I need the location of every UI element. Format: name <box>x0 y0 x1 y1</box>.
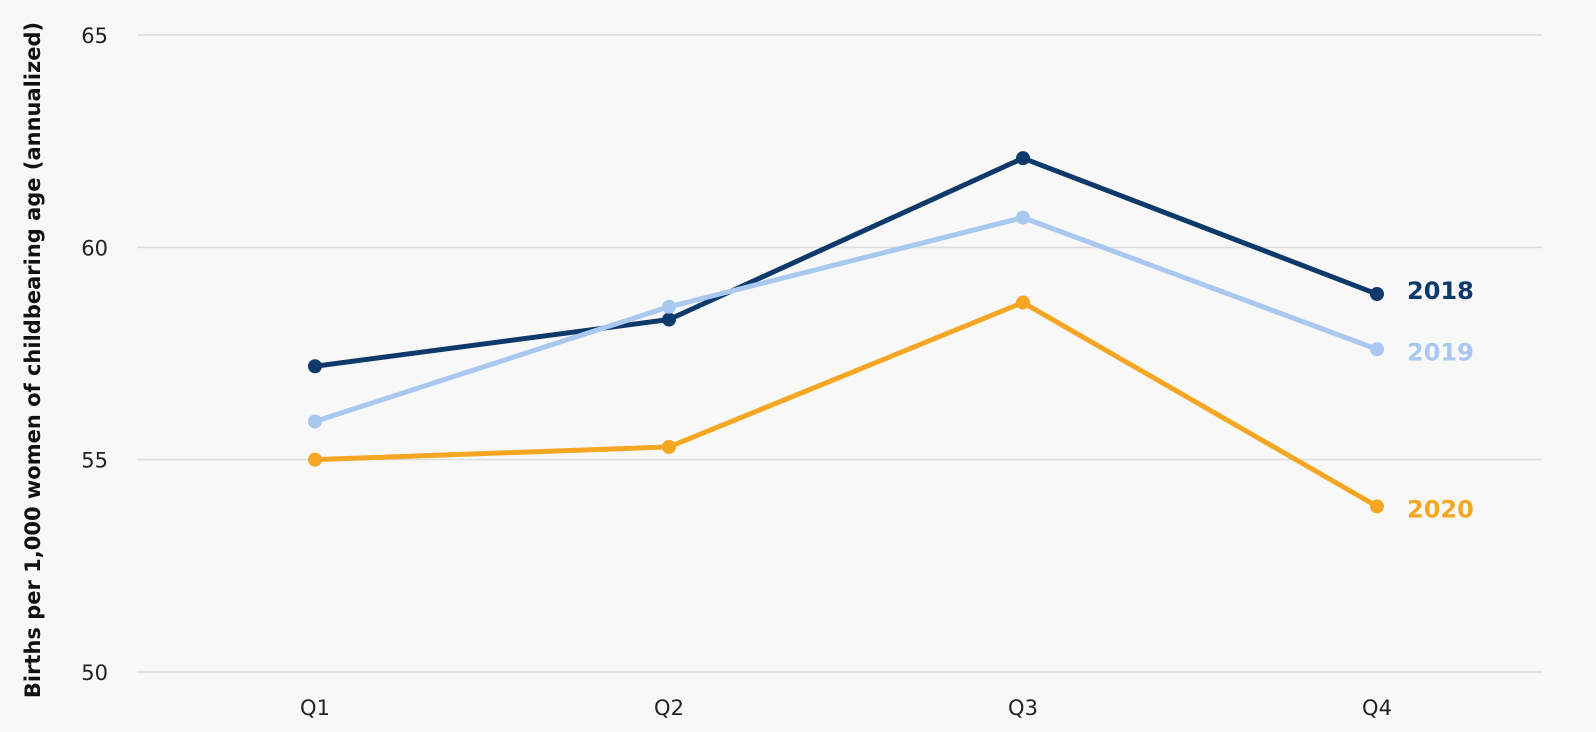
point-2018-q4 <box>1370 287 1384 302</box>
x-tick-label-q3: Q3 <box>1008 696 1038 720</box>
series-label-2019: 2019 <box>1407 338 1474 366</box>
y-tick-label-50: 50 <box>81 661 108 685</box>
y-tick-label-55: 55 <box>81 449 108 473</box>
series-line-2019 <box>312 215 1380 424</box>
gridlines <box>137 34 1542 673</box>
y-axis-ticks: 50 55 60 65 <box>81 24 108 685</box>
x-axis-ticks: Q1 Q2 Q3 Q4 <box>300 696 1392 720</box>
point-2019-q3 <box>1016 210 1030 225</box>
point-2019-q1 <box>308 414 322 429</box>
series-line-2018 <box>312 155 1380 369</box>
point-2018-q1 <box>308 359 322 374</box>
y-tick-label-65: 65 <box>81 24 108 48</box>
x-tick-label-q1: Q1 <box>300 696 330 720</box>
series-line-2020 <box>312 300 1380 509</box>
point-2019-q4 <box>1370 342 1384 357</box>
series-lines <box>308 151 1384 514</box>
point-2020-q1 <box>308 452 322 467</box>
y-axis-title: Births per 1,000 women of childbearing a… <box>21 22 45 698</box>
point-2018-q2 <box>662 312 676 327</box>
point-2018-q3 <box>1016 151 1030 166</box>
point-2020-q4 <box>1370 499 1384 514</box>
x-tick-label-q2: Q2 <box>654 696 684 720</box>
series-label-2020: 2020 <box>1407 495 1474 523</box>
series-label-2018: 2018 <box>1407 277 1474 305</box>
point-2020-q2 <box>662 439 676 454</box>
series-2020 <box>308 295 1384 514</box>
series-2019 <box>308 210 1384 429</box>
point-2019-q2 <box>662 299 676 314</box>
point-2020-q3 <box>1016 295 1030 310</box>
x-tick-label-q4: Q4 <box>1362 696 1392 720</box>
series-2018 <box>308 151 1384 374</box>
series-labels: 2018 2019 2020 <box>1407 277 1474 523</box>
y-tick-label-60: 60 <box>81 236 108 260</box>
